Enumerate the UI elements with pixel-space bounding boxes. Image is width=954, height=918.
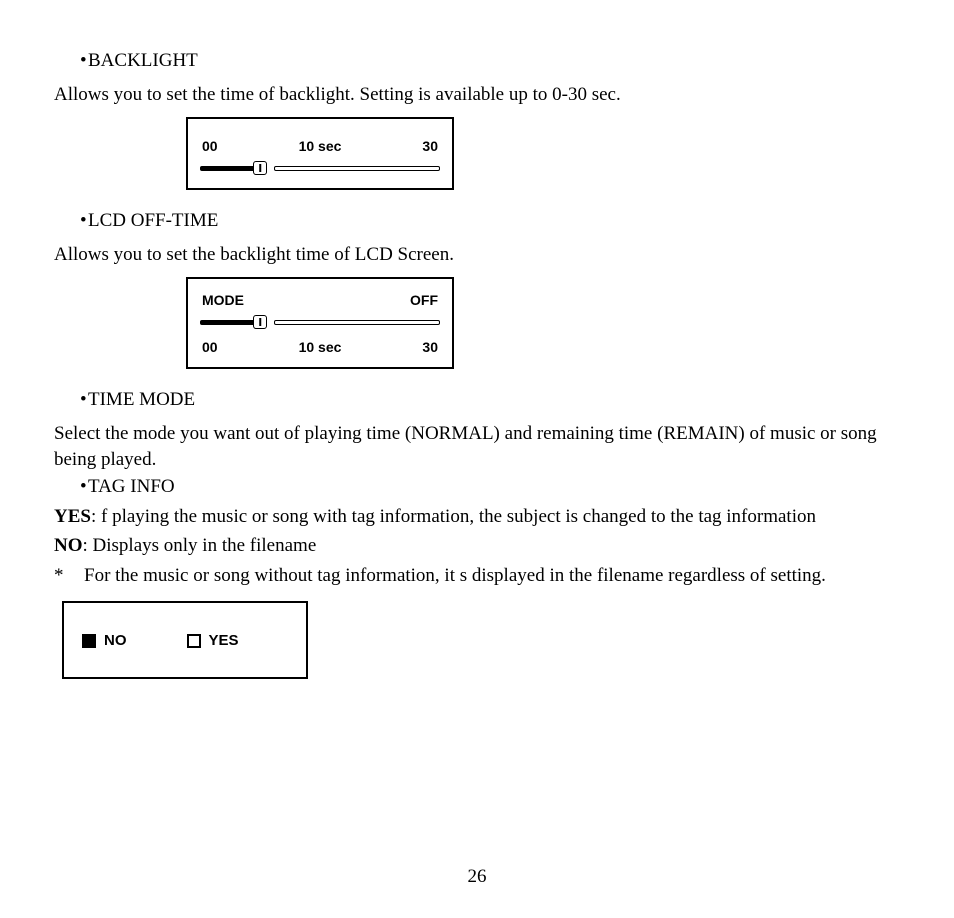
- option-yes-label: YES: [209, 631, 239, 651]
- lcdoff-mode: MODE: [202, 291, 244, 310]
- bullet-icon: •: [54, 208, 88, 234]
- taginfo-options-box: NO YES: [62, 601, 308, 679]
- lcdoff-heading-row: • LCD OFF-TIME: [54, 208, 900, 234]
- lcdoff-min: 00: [202, 338, 218, 357]
- slider-track-right: [274, 320, 440, 325]
- backlight-labels: 00 10 sec 30: [200, 137, 440, 156]
- bullet-icon: •: [54, 48, 88, 74]
- backlight-max: 30: [422, 137, 438, 156]
- slider-track-left: [200, 166, 260, 171]
- lcdoff-center: 10 sec: [299, 338, 342, 357]
- option-no: NO: [82, 631, 127, 651]
- option-no-label: NO: [104, 631, 127, 651]
- checkbox-filled-icon: [82, 634, 96, 648]
- taginfo-note: * For the music or song without tag info…: [54, 563, 900, 589]
- taginfo-no-label: NO: [54, 535, 83, 556]
- taginfo-no-line: NO: Displays only in the filename: [54, 533, 900, 559]
- lcdoff-row2: 00 10 sec 30: [200, 338, 440, 357]
- backlight-heading-row: • BACKLIGHT: [54, 48, 900, 74]
- timemode-heading-row: • TIME MODE: [54, 387, 900, 413]
- slider-track-right: [274, 166, 440, 171]
- backlight-slider: [200, 162, 440, 174]
- taginfo-heading-row: • TAG INFO: [54, 474, 900, 500]
- checkbox-empty-icon: [187, 634, 201, 648]
- lcdoff-max: 30: [422, 338, 438, 357]
- lcdoff-off: OFF: [410, 291, 438, 310]
- backlight-desc: Allows you to set the time of backlight.…: [54, 82, 900, 108]
- taginfo-heading: TAG INFO: [88, 474, 900, 500]
- lcdoff-slider: [200, 316, 440, 328]
- lcdoff-heading: LCD OFF-TIME: [88, 208, 900, 234]
- asterisk-icon: *: [54, 563, 84, 589]
- page-number: 26: [0, 864, 954, 890]
- slider-thumb-icon: [253, 161, 267, 175]
- slider-thumb-icon: [253, 315, 267, 329]
- option-yes: YES: [187, 631, 239, 651]
- taginfo-yes-line: YES: f playing the music or song with ta…: [54, 504, 900, 530]
- lcdoff-lcd: MODE OFF 00 10 sec 30: [186, 277, 454, 369]
- lcdoff-row1: MODE OFF: [200, 291, 440, 310]
- timemode-desc: Select the mode you want out of playing …: [54, 421, 900, 472]
- slider-track-left: [200, 320, 260, 325]
- taginfo-options-figure: NO YES: [62, 601, 900, 679]
- bullet-icon: •: [54, 474, 88, 500]
- backlight-center: 10 sec: [299, 137, 342, 156]
- lcdoff-desc: Allows you to set the backlight time of …: [54, 242, 900, 268]
- taginfo-yes-text: : f playing the music or song with tag i…: [91, 506, 816, 527]
- taginfo-yes-label: YES: [54, 506, 91, 527]
- bullet-icon: •: [54, 387, 88, 413]
- backlight-heading: BACKLIGHT: [88, 48, 900, 74]
- taginfo-note-text: For the music or song without tag inform…: [84, 563, 900, 589]
- backlight-min: 00: [202, 137, 218, 156]
- backlight-figure: 00 10 sec 30: [186, 117, 900, 190]
- lcdoff-figure: MODE OFF 00 10 sec 30: [186, 277, 900, 369]
- taginfo-no-text: : Displays only in the filename: [83, 535, 317, 556]
- timemode-heading: TIME MODE: [88, 387, 900, 413]
- backlight-lcd: 00 10 sec 30: [186, 117, 454, 190]
- taginfo-desc: YES: f playing the music or song with ta…: [54, 504, 900, 589]
